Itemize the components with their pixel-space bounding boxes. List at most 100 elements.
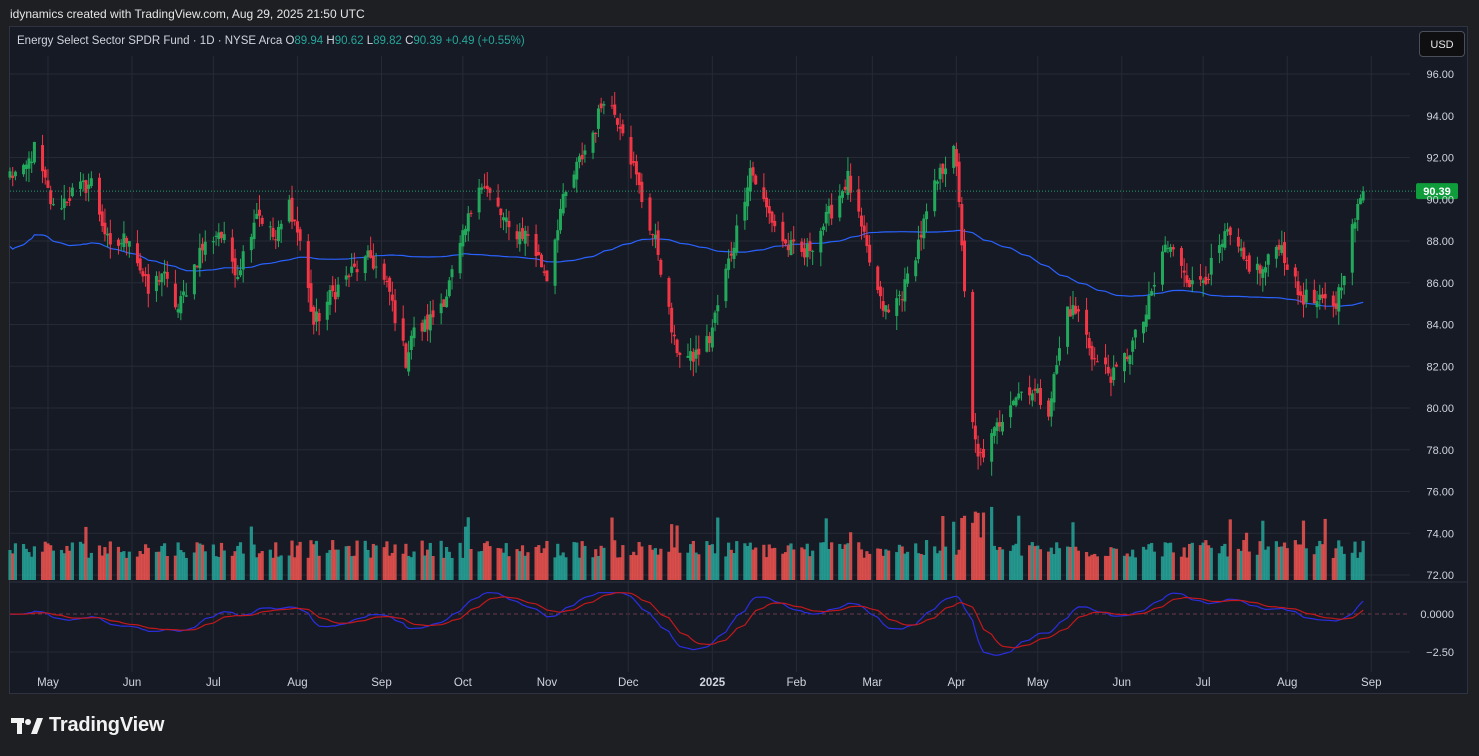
candle-body [27,158,31,169]
volume-bar [1185,557,1189,580]
volume-bar [998,547,1002,580]
volume-bar [903,553,907,580]
candle-body [179,296,183,314]
candle-body [916,239,920,260]
candle-body [173,283,177,308]
candle-body [450,269,454,278]
candle-body [79,181,83,190]
candle-body [236,276,240,279]
volume-bar [103,547,107,580]
volume-bar [293,557,297,580]
volume-bar [1055,542,1059,580]
candle-body [217,232,221,240]
candle-body [762,187,766,200]
candle-body [773,220,777,227]
volume-bar [878,548,883,580]
volume-bar [108,541,112,580]
volume-bar [935,553,940,580]
volume-bar [1122,555,1127,580]
volume-bar [426,549,430,580]
volume-bar [767,544,771,580]
volume-bar [632,551,636,580]
volume-bar [458,542,462,580]
candle-body [651,234,655,236]
candle-body [1299,291,1303,296]
volume-bar [24,548,28,580]
volume-bar [141,553,145,580]
macd-line [9,592,1364,656]
candle-body [523,230,527,244]
volume-bar [656,554,660,580]
candle-body [1204,276,1208,285]
candle-body [613,104,617,115]
candle-body [1334,303,1338,309]
candle-body [1264,267,1268,273]
volume-bar [173,555,178,580]
axes: 96.00 94.00 92.00 90.00 88.00 86.00 84.00 82.00… [37,69,1454,689]
candle-body [1123,352,1127,372]
volume-bar [992,545,996,580]
candle-body [344,275,348,280]
volume-bar [1220,546,1224,580]
candle-body [1353,222,1357,229]
candle-body [1350,224,1354,273]
volume-bar [1285,548,1289,580]
volume-bar [708,545,712,580]
volume-bar [1274,541,1278,580]
candle-body [184,295,188,297]
volume-bar [1217,553,1222,580]
volume-bar [689,544,693,580]
candle-body [973,425,977,440]
tradingview-logo[interactable]: TradingView [11,714,164,737]
volume-bar [1036,545,1040,580]
candle-body [697,348,701,355]
volume-bar [336,549,340,580]
volume-bar [705,541,709,580]
volume-bar [369,557,373,580]
volume-bar [49,545,53,580]
volume-bar [214,556,218,580]
candle-body [518,231,522,245]
volume-bar [1266,546,1270,580]
candle-body [710,327,714,348]
volume-bar [249,526,253,580]
candle-body [68,198,72,201]
volume-bar [1147,544,1151,580]
volume-bar [577,557,582,580]
candle-body [895,298,899,316]
volume-bar [558,555,563,580]
time-tick-label: Feb [786,677,806,689]
indicator-tick-label: 0.0000 [1420,609,1454,621]
candle-body [371,255,375,269]
candle-body [539,254,543,268]
volume-bar [32,546,37,580]
volume-bar [735,541,739,580]
currency-button[interactable]: USD [1419,31,1465,57]
volume-bar [653,548,657,580]
candle-body [1017,393,1021,399]
volume-bar [583,545,587,580]
volume-bar [279,555,283,580]
candle-body [792,239,796,242]
candle-body [971,291,975,423]
candle-body [154,275,158,292]
candle-body [507,220,511,228]
volume-bar [602,547,606,580]
volume-bar [157,551,161,580]
chart-panel[interactable] [9,26,1468,694]
volume-bar [539,552,544,580]
candle-body [770,211,774,223]
volume-bar [1315,546,1319,580]
volume-bar [1361,540,1365,580]
volume-bar [697,554,701,580]
volume-bar [830,542,834,580]
close-label: C [405,35,414,47]
candle-body [843,186,847,190]
candle-body [306,241,310,289]
volume-bar [78,541,83,580]
volume-bar [412,551,416,580]
volume-bar [295,545,300,580]
volume-bar [333,549,338,580]
symbol-legend[interactable]: Energy Select Sector SPDR Fund · 1D · NY… [17,35,525,47]
